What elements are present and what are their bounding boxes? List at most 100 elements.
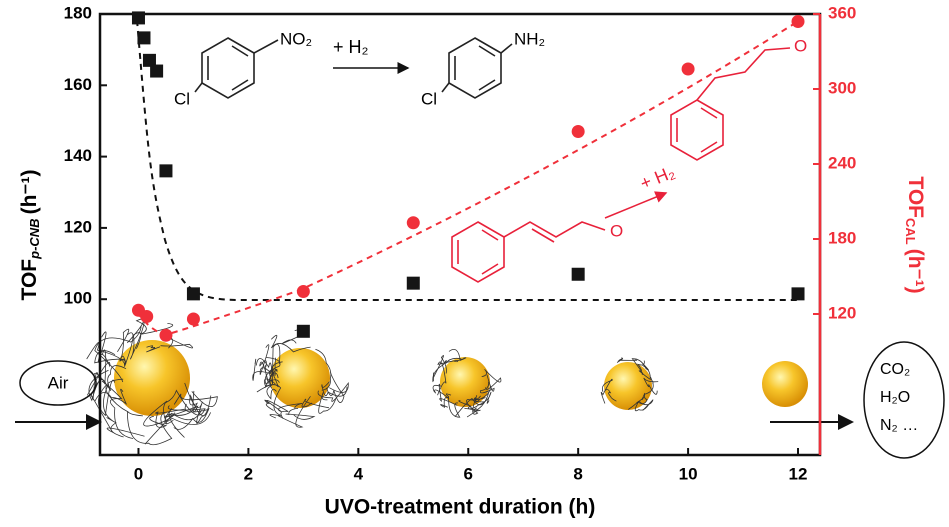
ligand (94, 325, 142, 383)
ligand (252, 357, 276, 381)
y-tick-label: 160 (64, 75, 92, 94)
ligand (149, 408, 185, 428)
label: + H₂ (637, 162, 677, 194)
data-point (406, 216, 420, 230)
air-bubble (19, 360, 97, 406)
data-point (296, 285, 310, 298)
ligand (86, 332, 134, 367)
data-point (142, 53, 156, 67)
ligand (164, 390, 199, 425)
ligand (318, 392, 337, 414)
data-point (186, 287, 200, 301)
x-tick-label: 0 (134, 464, 143, 483)
data-point (137, 31, 151, 45)
ligand (127, 318, 174, 344)
ligand (105, 378, 143, 417)
products-bubble (863, 341, 945, 459)
ligand (269, 396, 311, 428)
y-tick-label: 120 (64, 217, 92, 236)
ligand (269, 343, 281, 389)
ligand (90, 372, 145, 437)
ligand (434, 389, 450, 409)
ligand (437, 360, 459, 396)
y2-tick-label: 240 (828, 153, 856, 172)
ligand (317, 381, 349, 402)
ligand (432, 383, 458, 406)
y-tick-label: 180 (64, 3, 92, 22)
ligand (479, 374, 495, 394)
ligand (264, 357, 281, 385)
ligand (266, 380, 277, 400)
x-tick-label: 10 (679, 464, 698, 483)
ligand (301, 398, 330, 409)
data-point (140, 310, 154, 323)
decoration (86, 311, 808, 446)
y-tick-label: 140 (64, 146, 92, 165)
ligand (184, 382, 212, 424)
label: CO₂ (880, 361, 910, 378)
ligand (635, 396, 654, 411)
label: + H₂ (333, 37, 369, 57)
ligand (481, 369, 502, 390)
ligand (103, 383, 124, 438)
x-axis-label: UVO-treatment duration (h) (325, 496, 596, 519)
data-point (296, 324, 310, 338)
y-tick-label: 100 (64, 289, 92, 308)
data-point (791, 15, 805, 28)
nanoparticle (762, 361, 808, 407)
ligand (448, 349, 467, 362)
label: O (794, 36, 807, 55)
ligand (321, 381, 348, 397)
ligand (432, 357, 462, 383)
fit-line (136, 21, 798, 337)
ligand (167, 394, 210, 417)
data-point (571, 267, 585, 281)
data-point (571, 125, 585, 138)
ligand (144, 412, 211, 445)
y2-tick-label: 300 (828, 78, 856, 97)
ligand (94, 388, 128, 406)
ligand (315, 348, 332, 391)
nanoparticle (440, 357, 490, 407)
data-point (406, 276, 420, 290)
label: N₂ … (880, 417, 918, 434)
label: Cl (174, 89, 190, 108)
data-point (791, 287, 805, 301)
label: NO₂ (280, 29, 312, 48)
ligand (117, 328, 130, 366)
reaction-cal: O + H₂ O (451, 36, 807, 283)
ligand (643, 377, 659, 395)
label: O (610, 221, 623, 240)
ligand (86, 331, 111, 396)
ligand (143, 400, 176, 427)
ligand (126, 411, 173, 446)
nanoparticle (114, 340, 190, 416)
data-point (159, 328, 173, 342)
ligand (464, 391, 492, 410)
reaction-cnb: NO₂ Cl + H₂ NH₂ Cl (174, 29, 545, 108)
data-point (681, 62, 695, 76)
ligand (616, 357, 638, 363)
x-tick-label: 8 (573, 464, 582, 483)
ligand (259, 360, 269, 384)
x-tick-label: 12 (789, 464, 808, 483)
data-point (131, 11, 145, 25)
y2-tick-label: 180 (828, 228, 856, 247)
ligand (636, 360, 652, 380)
ligand (255, 358, 273, 385)
ligand (605, 388, 617, 402)
label: Cl (421, 89, 437, 108)
data-point (150, 64, 164, 78)
ligand (173, 403, 210, 430)
y2-tick-label: 360 (828, 3, 856, 22)
x-tick-label: 2 (244, 464, 253, 483)
ligand (631, 358, 649, 375)
ligand (271, 334, 311, 353)
x-tick-label: 4 (354, 464, 364, 483)
ligand (285, 408, 316, 420)
ligand (146, 345, 161, 353)
ligand (265, 400, 289, 419)
ligand (445, 393, 461, 418)
ligand (433, 355, 447, 382)
